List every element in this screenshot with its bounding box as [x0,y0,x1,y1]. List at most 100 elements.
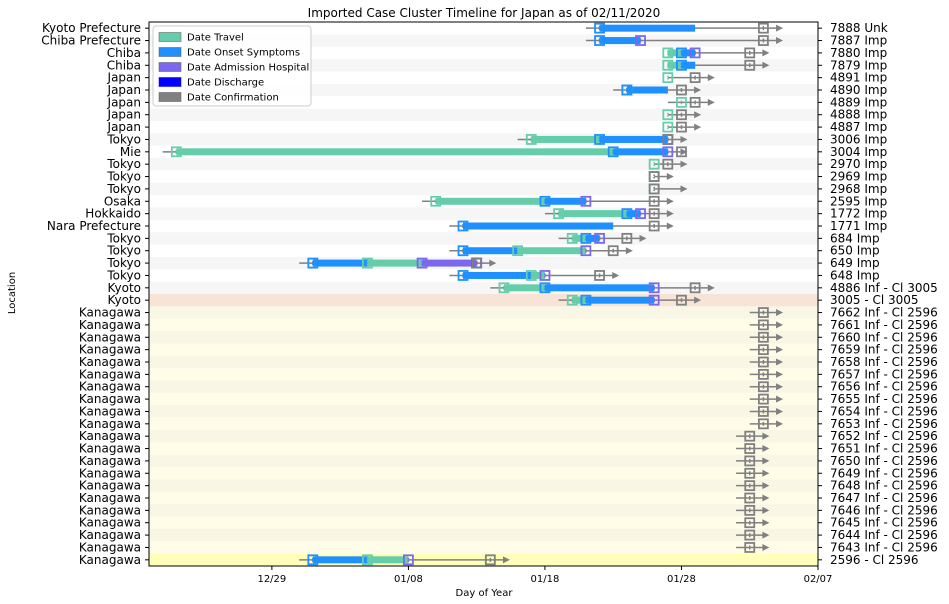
x-tick-label: 12/29 [257,574,286,585]
row-case-label: 7653 Inf - Cl 2596 [830,417,938,431]
timeline-arrow [776,321,784,329]
admission-marker [580,195,592,207]
row-background [149,34,818,47]
row-location-label: Kanagawa [79,404,141,418]
timeline-arrow [666,222,674,230]
onset-marker [307,257,319,269]
row-background [149,343,818,356]
travel-bar [572,296,586,304]
travel-bar [503,284,545,292]
timeline-arrow [762,494,770,502]
chart-title: Imported Case Cluster Timeline for Japan… [308,6,661,20]
row-background [149,318,818,332]
timeline-arrow [776,370,784,378]
onset-marker [457,270,469,281]
row-background [149,207,818,220]
row-background [149,454,818,468]
row-case-label: 7647 Inf - Cl 2596 [830,491,938,505]
row-location-label: Japan [107,108,141,122]
row-location-label: Chiba [107,58,141,72]
row-location-label: Kanagawa [79,503,141,517]
travel-bar [435,197,545,205]
row-location-label: Osaka [104,194,141,208]
onset-marker [457,245,469,257]
onset-bar [585,234,600,242]
timeline-arrow [625,247,633,255]
travel-bar [367,259,423,267]
timeline-arrow [776,333,784,341]
row-background [149,392,818,406]
row-location-label: Kanagawa [79,466,141,480]
timeline-arrow [666,173,674,181]
admission-marker [648,282,660,294]
onset-bar [463,222,614,230]
admission-marker [648,294,660,306]
timeline-arrow [762,519,770,527]
row-case-label: 7643 Inf - Cl 2596 [830,540,938,554]
row-background [149,467,818,480]
row-location-label: Kanagawa [79,417,141,431]
row-background [149,380,818,393]
row-background [149,281,818,294]
confirmation-marker [484,554,496,566]
row-case-label: 7662 Inf - Cl 2596 [830,306,938,320]
confirmation-marker [757,406,769,417]
onset-marker [539,282,551,294]
row-location-label: Tokyo [106,256,141,270]
travel-marker [525,270,537,281]
onset-bar [681,61,696,69]
row-background [149,430,818,443]
row-background [149,541,818,554]
onset-marker [594,22,605,34]
row-case-label: 2968 Imp [830,182,887,196]
confirmation-marker [689,72,701,84]
row-background [149,417,818,430]
row-location-label: Japan [107,95,141,109]
confirmation-marker [757,35,769,46]
onset-bar [544,197,586,205]
onset-marker [621,84,633,96]
row-case-label: 7887 Imp [830,34,887,48]
onset-marker [457,220,469,232]
timeline-arrow [612,271,620,279]
row-case-label: 4887 Imp [830,120,887,134]
y-axis-label: Location [7,272,18,314]
row-case-label: 7655 Inf - Cl 2596 [830,392,938,406]
confirmation-marker [744,504,756,516]
legend-label-onset: Date Onset Symptoms [187,48,300,59]
travel-marker [170,146,182,158]
onset-marker [676,47,687,59]
timeline-arrow [707,74,715,82]
row-location-label: Kanagawa [79,454,141,468]
row-background [149,158,818,171]
confirmation-marker [744,529,756,541]
row-location-label: Japan [107,71,141,85]
row-case-label: 7644 Inf - Cl 2596 [830,528,938,542]
travel-marker [430,195,442,207]
onset-marker [594,134,605,145]
onset-bar [312,556,368,564]
timeline-arrow [762,432,770,440]
timeline-arrow [694,111,702,119]
confirmation-marker [757,368,769,380]
row-location-label: Kanagawa [79,355,141,369]
row-case-label: 7657 Inf - Cl 2596 [830,367,938,381]
confirmation-marker [594,270,605,281]
admission-marker [635,35,646,46]
row-background [149,133,818,146]
travel-marker [662,47,674,59]
travel-marker [512,245,524,257]
timeline-arrow [707,284,715,292]
row-case-label: 2595 Imp [830,194,887,208]
row-location-label: Chiba Prefecture [41,34,141,48]
row-case-label: 2969 Imp [830,170,887,184]
row-location-label: Kanagawa [79,528,141,542]
row-case-label: 1772 Imp [830,207,887,221]
onset-bar [544,284,655,292]
timeline-arrow [666,197,674,205]
row-location-label: Kanagawa [79,491,141,505]
confirmation-marker [648,195,660,207]
row-case-label: 7656 Inf - Cl 2596 [830,380,938,394]
onset-marker [539,195,551,207]
